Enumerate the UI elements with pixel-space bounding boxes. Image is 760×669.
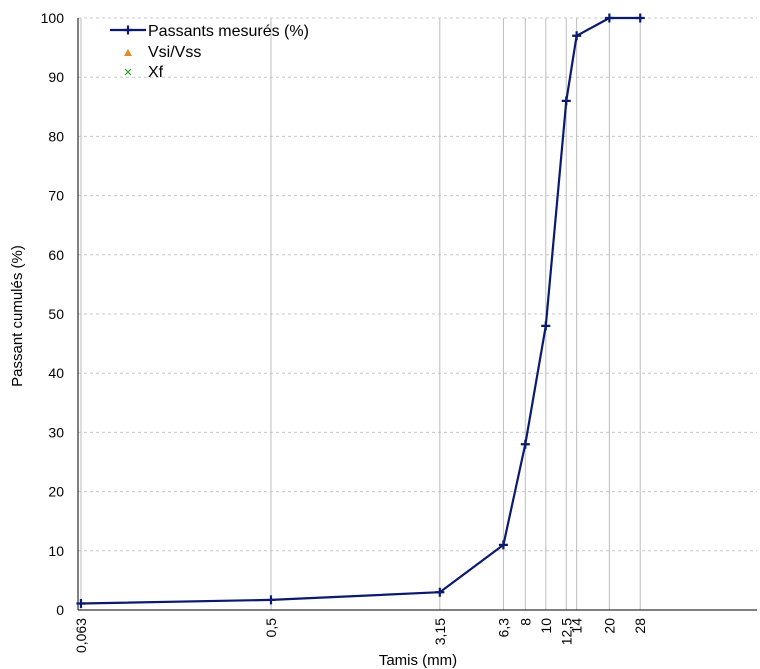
y-tick-label: 20: [48, 484, 64, 500]
x-tick-label: 6,3: [495, 618, 511, 638]
legend-label: Xf: [148, 64, 164, 81]
grid-layer: [78, 17, 757, 610]
y-tick-label: 60: [48, 247, 64, 263]
x-tick-label: 14: [569, 618, 585, 634]
data-point: [561, 96, 571, 106]
legend-plus-icon: [123, 25, 133, 35]
y-tick-label: 90: [48, 69, 64, 85]
y-axis-title: Passant cumulés (%): [9, 245, 26, 387]
data-point: [76, 598, 86, 608]
axis-layer: 0 10 20 30 40 50 60 70 80 90 100 0,063 0,5 3,15 6,3 8 10…: [41, 10, 757, 653]
data-point: [266, 595, 276, 605]
y-tick-label: 10: [48, 543, 64, 559]
data-point: [572, 31, 582, 41]
data-point: [520, 439, 530, 449]
data-point: [541, 321, 551, 331]
series-layer: [76, 13, 645, 608]
x-tick-label: 10: [538, 618, 554, 634]
data-point: [635, 13, 645, 23]
series-line-passants: [80, 16, 641, 605]
x-tick-label: 12,5: [558, 618, 574, 645]
legend-label: Vsi/Vss: [148, 44, 201, 61]
data-point: [498, 540, 508, 550]
data-point: [435, 587, 445, 597]
x-tick-label: 0,5: [263, 618, 279, 638]
y-tick-label: 100: [41, 10, 65, 26]
legend-x-icon: [124, 68, 132, 76]
y-tick-label: 70: [48, 188, 64, 204]
y-tick-label: 50: [48, 306, 64, 322]
x-tick-label: 28: [632, 618, 648, 634]
y-tick-label: 30: [48, 424, 64, 440]
x-tick-label: 20: [601, 618, 617, 634]
y-tick-label: 40: [48, 365, 64, 381]
data-point: [604, 13, 614, 23]
y-tick-label: 0: [56, 602, 64, 618]
legend-triangle-icon: [124, 49, 132, 56]
y-tick-label: 80: [48, 128, 64, 144]
legend-label: Passants mesurés (%): [148, 23, 309, 40]
x-tick-label: 3,15: [432, 618, 448, 645]
x-axis-title: Tamis (mm): [379, 652, 457, 669]
x-tick-label: 0,063: [73, 618, 89, 653]
x-tick-label: 8: [517, 618, 533, 626]
legend: Passants mesurés (%) Vsi/Vss Xf: [110, 23, 309, 81]
